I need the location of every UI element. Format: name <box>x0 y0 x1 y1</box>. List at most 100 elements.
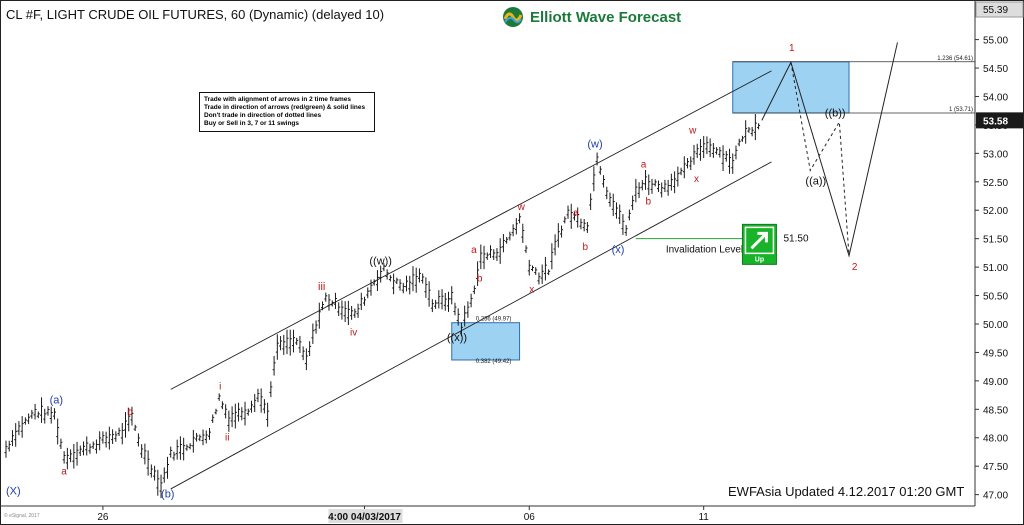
price-bar <box>598 166 602 175</box>
rule-line: Trade with alignment of arrows in 2 time… <box>204 96 352 103</box>
price-bar <box>369 279 373 296</box>
price-bar <box>279 336 283 351</box>
price-bar <box>291 329 295 353</box>
wave-label: b <box>646 197 652 208</box>
price-bar <box>127 408 131 432</box>
price-bar <box>653 179 657 187</box>
price-bar <box>301 346 305 361</box>
price-bar <box>753 114 757 141</box>
wave-label: a <box>573 208 579 219</box>
up-arrow-icon <box>750 231 768 250</box>
price-bar <box>711 143 715 158</box>
price-bar <box>602 175 606 188</box>
price-bar <box>734 145 738 160</box>
price-bar <box>114 431 118 442</box>
up-signal-icon: Up <box>741 223 777 265</box>
price-bar <box>272 355 276 376</box>
price-bar <box>437 290 441 309</box>
price-bar <box>52 408 56 420</box>
support-zone <box>451 322 521 361</box>
price-bar <box>27 413 31 425</box>
price-bar <box>647 174 651 196</box>
price-bar <box>563 216 567 224</box>
price-bar <box>104 431 108 448</box>
price-bar <box>275 334 279 360</box>
price-bar <box>153 465 157 481</box>
price-bar <box>624 224 628 236</box>
price-bar <box>401 282 405 294</box>
wave-label: (X) <box>6 486 21 498</box>
price-bar <box>417 268 421 283</box>
price-bar <box>136 433 140 447</box>
y-tick-label: 51.00 <box>983 263 1008 274</box>
price-bar <box>201 429 205 446</box>
price-bar <box>72 443 76 469</box>
price-bar <box>324 292 328 302</box>
price-bar <box>518 213 522 224</box>
price-bar <box>198 434 202 442</box>
wave-label: b <box>477 273 483 284</box>
price-bar <box>30 409 34 419</box>
y-tick-label: 49.00 <box>983 377 1008 388</box>
price-bar <box>411 266 415 292</box>
rule-line: Don't trade in direction of dotted lines <box>204 112 322 119</box>
price-bar <box>650 178 654 194</box>
price-bar <box>117 427 121 437</box>
price-bar <box>282 334 286 355</box>
price-bar <box>246 408 250 416</box>
y-tick-label: 54.00 <box>983 92 1008 103</box>
price-bar <box>640 180 644 191</box>
price-bar <box>185 444 189 451</box>
price-bar <box>611 193 615 217</box>
target-label-upper: 1.236 (54.61) <box>937 56 973 62</box>
price-bar <box>175 439 179 460</box>
price-bar <box>4 440 8 458</box>
price-bar <box>508 231 512 241</box>
price-bar <box>566 205 570 219</box>
last-price-badge: 53.58 <box>976 112 1023 129</box>
price-bar <box>543 256 547 281</box>
price-bar <box>304 348 308 371</box>
up-signal-frame <box>744 226 775 255</box>
support-label-lower: 0.382 (49.42) <box>476 359 512 365</box>
price-bar <box>159 474 163 499</box>
price-bar <box>550 243 554 270</box>
price-bar <box>195 432 199 442</box>
price-bar <box>585 222 589 233</box>
x-tick-label: 4:00 04/03/2017 <box>328 512 401 523</box>
y-tick-label: 47.50 <box>983 462 1008 473</box>
price-bar <box>618 204 622 224</box>
price-bar <box>17 421 21 436</box>
price-bar <box>514 218 518 235</box>
y-tick-label: 49.50 <box>983 348 1008 359</box>
price-bar <box>682 156 686 179</box>
channel-lower-line <box>170 161 772 490</box>
price-bar <box>217 393 221 401</box>
price-bar <box>414 267 418 293</box>
price-bar <box>43 408 47 424</box>
price-bar <box>259 388 263 413</box>
price-bar <box>631 195 635 211</box>
price-bar <box>686 158 690 169</box>
price-bar <box>298 335 302 353</box>
price-bar <box>366 287 370 299</box>
price-bar <box>166 456 169 479</box>
price-bar <box>689 156 693 171</box>
wave-label: (x) <box>612 244 625 256</box>
price-bar <box>595 152 599 166</box>
price-bar <box>456 308 460 326</box>
price-bar <box>7 440 11 452</box>
price-bar <box>498 238 502 264</box>
price-bar <box>107 426 111 450</box>
price-bar <box>705 136 709 155</box>
y-tick-label: 52.50 <box>983 178 1008 189</box>
price-bar <box>569 203 573 229</box>
price-bar <box>204 430 208 444</box>
price-bar <box>608 192 612 207</box>
price-bar <box>634 178 638 203</box>
price-bar <box>757 123 761 130</box>
price-bar <box>343 301 347 323</box>
price-bar <box>621 214 625 235</box>
price-bar <box>337 302 341 316</box>
price-bar <box>537 272 541 285</box>
